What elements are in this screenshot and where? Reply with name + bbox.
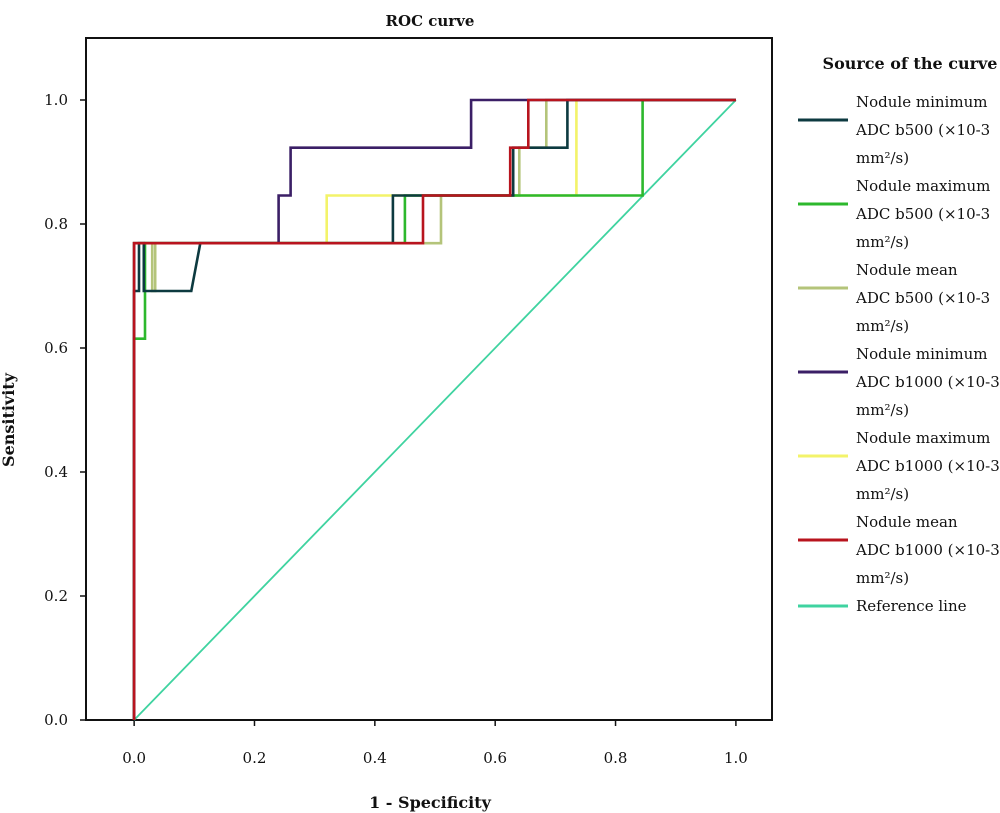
x-tick-label-1: 0.2 — [243, 749, 267, 767]
x-tick-label-0: 0.0 — [122, 749, 146, 767]
legend-title: Source of the curve — [823, 54, 998, 73]
x-axis: 0.0 0.2 0.4 0.6 0.8 1.0 — [122, 720, 748, 767]
x-tick-label-5: 1.0 — [724, 749, 748, 767]
plot-frame — [85, 37, 773, 721]
y-axis: 0.0 0.2 0.4 0.6 0.8 1.0 — [44, 91, 86, 729]
legend-label-1-0: Nodule maximum — [856, 177, 990, 195]
y-tick-label-0: 0.0 — [44, 711, 68, 729]
x-tick-label-4: 0.8 — [604, 749, 628, 767]
legend-label-2-0: Nodule mean — [856, 261, 958, 279]
legend-label-5-0: Nodule mean — [856, 513, 958, 531]
legend-label-0-0: Nodule minimum — [856, 93, 987, 111]
series-line-6 — [133, 99, 737, 721]
series-layer — [132, 98, 737, 721]
y-tick-label-4: 0.8 — [44, 215, 68, 233]
legend-label-2-2: mm²/s) — [856, 317, 909, 335]
x-tick-label-2: 0.4 — [363, 749, 387, 767]
y-tick-label-1: 0.2 — [44, 587, 68, 605]
y-tick-label-3: 0.6 — [44, 339, 68, 357]
legend-label-3-0: Nodule minimum — [856, 345, 987, 363]
legend-label-4-1: ADC b1000 (×10-3 — [855, 457, 1000, 475]
legend-label-5-2: mm²/s) — [856, 569, 909, 587]
legend-label-0-1: ADC b500 (×10-3 — [855, 121, 990, 139]
legend-label-5-1: ADC b1000 (×10-3 — [855, 541, 1000, 559]
y-tick-label-2: 0.4 — [44, 463, 68, 481]
series-line-1 — [132, 98, 736, 720]
y-tick-label-5: 1.0 — [44, 91, 68, 109]
legend: Source of the curve Nodule minimum ADC b5… — [798, 54, 1000, 615]
legend-label-3-2: mm²/s) — [856, 401, 909, 419]
legend-label-4-0: Nodule maximum — [856, 429, 990, 447]
legend-label-4-2: mm²/s) — [856, 485, 909, 503]
chart-title: ROC curve — [386, 12, 475, 30]
legend-label-2-1: ADC b500 (×10-3 — [855, 289, 990, 307]
legend-label-3-1: ADC b1000 (×10-3 — [855, 373, 1000, 391]
legend-label-1-1: ADC b500 (×10-3 — [855, 205, 990, 223]
x-axis-title: 1 - Specificity — [369, 793, 492, 812]
x-tick-label-3: 0.6 — [483, 749, 507, 767]
series-line-5 — [132, 98, 736, 720]
legend-label-0-2: mm²/s) — [856, 149, 909, 167]
legend-label-6-0: Reference line — [856, 597, 967, 615]
y-axis-title: Sensitivity — [0, 372, 18, 467]
legend-label-1-2: mm²/s) — [856, 233, 909, 251]
